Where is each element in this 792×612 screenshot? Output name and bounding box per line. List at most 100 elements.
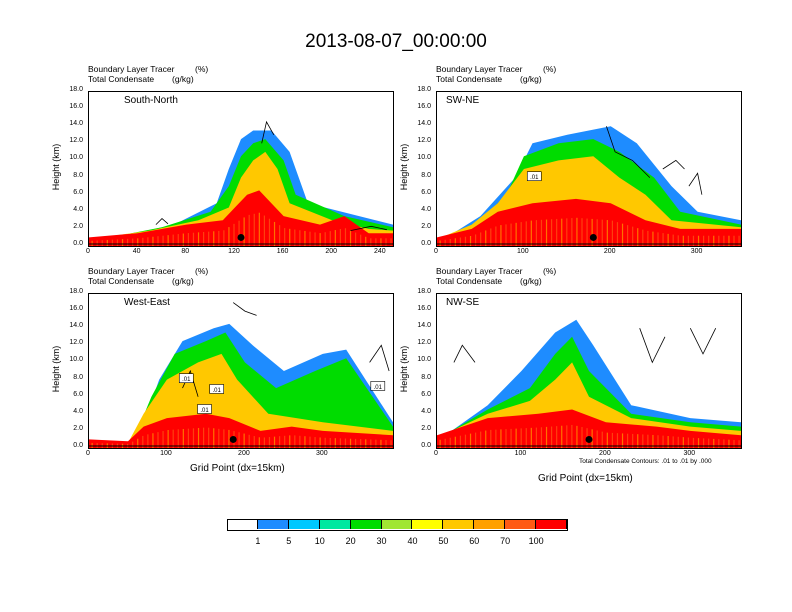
speckle — [551, 426, 553, 448]
speckle — [385, 440, 387, 448]
panel-title-condensate-unit: (g/kg) — [520, 276, 542, 286]
speckle — [495, 429, 497, 448]
speckle — [157, 236, 159, 246]
colorbar-cell — [443, 519, 475, 529]
speckle — [682, 235, 684, 246]
speckle — [309, 231, 311, 246]
speckle — [137, 438, 139, 448]
speckle — [540, 219, 543, 246]
speckle — [459, 435, 461, 448]
x-tick-label: 100 — [517, 248, 529, 255]
x-tick-label: 100 — [514, 450, 527, 457]
x-tick-label: 100 — [160, 450, 172, 457]
speckle — [566, 425, 568, 448]
y-tick-label: 18.0 — [417, 86, 431, 93]
speckle — [248, 434, 250, 448]
y-tick-label: 2.0 — [421, 424, 431, 432]
speckle — [91, 240, 93, 246]
y-tick-label: 10.0 — [69, 356, 83, 364]
speckle — [314, 232, 316, 246]
panel-title-condensate: Total Condensate (g/kg) — [436, 74, 542, 84]
y-tick-label: 6.0 — [73, 390, 83, 398]
location-marker — [237, 233, 245, 241]
speckle — [642, 229, 644, 246]
speckle — [692, 235, 695, 246]
x-tick-label: 200 — [238, 450, 250, 457]
speckle — [510, 428, 512, 448]
x-tick-label: 160 — [276, 248, 289, 255]
x-tick-label: 120 — [228, 248, 240, 255]
colorbar-cell — [381, 519, 413, 529]
x-axis-label-left: Grid Point (dx=15km) — [190, 463, 285, 474]
speckle — [480, 232, 482, 246]
panel-title-condensate-unit: (g/kg) — [172, 74, 194, 84]
speckle — [349, 438, 352, 448]
x-tick-label: 300 — [690, 248, 703, 255]
speckle — [121, 239, 124, 246]
speckle — [289, 435, 291, 448]
panel-title-tracer-unit: (%) — [195, 64, 209, 74]
speckle — [268, 218, 271, 246]
speckle — [561, 425, 563, 448]
colorbar-cell — [227, 519, 258, 529]
speckle — [505, 224, 507, 246]
colorbar-tick-label: 40 — [407, 536, 418, 546]
speckle — [218, 230, 220, 246]
y-tick-label: 2.0 — [73, 222, 83, 230]
speckle — [182, 233, 184, 246]
speckle — [632, 226, 634, 246]
plot-area-west-east: .01 .01 .01 .01 — [88, 293, 394, 449]
speckle — [213, 231, 215, 246]
panel-title-tracer: Boundary Layer Tracer (%) — [436, 64, 557, 74]
speckle — [581, 218, 583, 246]
speckle — [606, 432, 608, 448]
speckle — [662, 435, 664, 448]
speckle — [253, 213, 255, 246]
speckle — [571, 424, 573, 448]
speckle — [525, 428, 527, 448]
condensate-contour — [688, 172, 703, 195]
speckle — [738, 235, 740, 246]
speckle — [697, 235, 700, 246]
condensate-contour — [232, 302, 257, 316]
tracer-field — [89, 120, 393, 246]
speckle — [642, 434, 644, 448]
colorbar-tick-label: 10 — [314, 536, 325, 546]
speckle — [213, 428, 215, 448]
y-axis-label: Height (km) — [399, 143, 409, 191]
tracer-band-0 — [437, 198, 741, 246]
speckle — [520, 428, 522, 448]
speckle — [697, 438, 700, 448]
speckle — [137, 238, 139, 246]
speckle — [390, 440, 392, 448]
contour-label: .01 — [530, 175, 539, 181]
speckle — [475, 432, 477, 448]
speckle — [485, 430, 487, 448]
speckle — [284, 435, 286, 448]
location-marker — [229, 435, 237, 443]
location-marker — [585, 435, 593, 443]
condensate-contour — [639, 328, 666, 364]
speckle — [611, 432, 613, 448]
panel-title-tracer: Boundary Layer Tracer (%) — [88, 64, 209, 74]
y-tick-label: 4.0 — [73, 407, 83, 415]
speckle — [566, 218, 568, 246]
condensate-contour — [689, 328, 717, 355]
speckle — [329, 437, 331, 448]
speckle — [223, 429, 225, 448]
speckle — [192, 232, 195, 246]
contour-label-box — [209, 384, 224, 394]
speckle — [647, 434, 649, 448]
x-tick-label: 200 — [325, 248, 338, 255]
speckle — [273, 436, 276, 448]
speckle — [556, 426, 558, 448]
speckle — [304, 230, 306, 246]
speckle — [682, 437, 684, 448]
tracer-field — [437, 319, 741, 448]
speckle — [469, 433, 472, 448]
speckle — [551, 219, 553, 246]
speckle — [667, 436, 669, 448]
contour-label: .01 — [200, 408, 209, 414]
speckle — [733, 235, 735, 246]
y-tick-label: 12.0 — [417, 339, 431, 347]
